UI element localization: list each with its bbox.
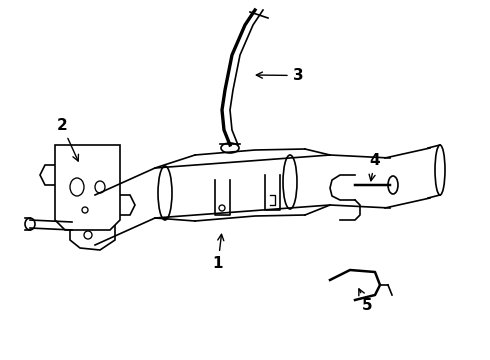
Text: 5: 5 bbox=[359, 289, 372, 313]
Ellipse shape bbox=[435, 145, 445, 195]
Ellipse shape bbox=[158, 166, 172, 220]
Ellipse shape bbox=[221, 143, 239, 153]
Circle shape bbox=[82, 207, 88, 213]
Ellipse shape bbox=[388, 176, 398, 194]
Text: 4: 4 bbox=[369, 153, 380, 181]
Text: 3: 3 bbox=[256, 68, 303, 83]
Text: 2: 2 bbox=[57, 118, 78, 161]
Text: 1: 1 bbox=[213, 234, 224, 271]
Polygon shape bbox=[55, 145, 120, 230]
Ellipse shape bbox=[95, 181, 105, 193]
Circle shape bbox=[84, 206, 92, 214]
Ellipse shape bbox=[70, 178, 84, 196]
Ellipse shape bbox=[25, 218, 35, 230]
Circle shape bbox=[84, 231, 92, 239]
Circle shape bbox=[219, 205, 225, 211]
Ellipse shape bbox=[283, 155, 297, 209]
Polygon shape bbox=[70, 190, 115, 250]
